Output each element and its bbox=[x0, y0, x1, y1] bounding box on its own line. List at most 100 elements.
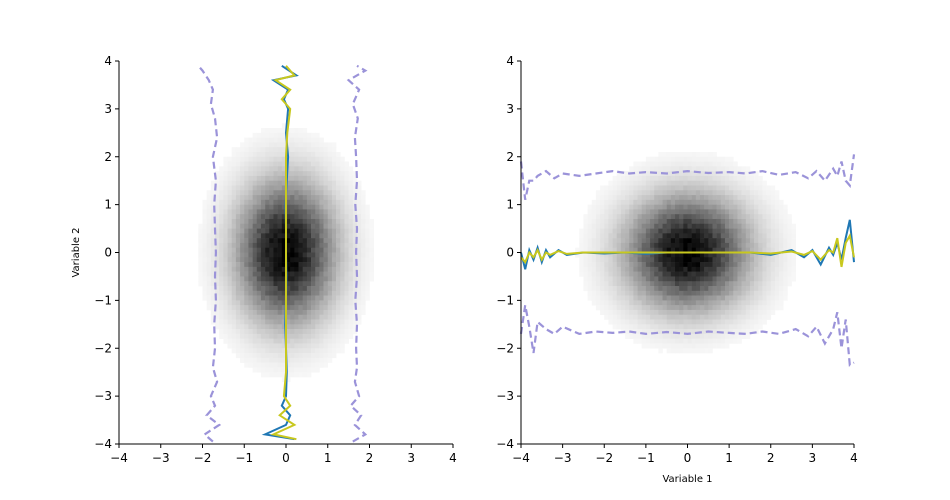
density-cell bbox=[331, 166, 337, 172]
density-cell bbox=[223, 180, 228, 186]
density-cell bbox=[720, 295, 726, 301]
density-cell bbox=[595, 242, 601, 249]
density-cell bbox=[256, 247, 262, 253]
density-cell bbox=[344, 329, 349, 335]
density-cell bbox=[235, 180, 241, 186]
density-cell bbox=[708, 233, 713, 239]
density-cell bbox=[215, 199, 220, 205]
density-cell bbox=[252, 199, 258, 205]
density-cell bbox=[779, 286, 784, 292]
density-cell bbox=[331, 295, 337, 301]
density-cell bbox=[724, 190, 730, 196]
density-cell bbox=[240, 295, 245, 301]
density-cell bbox=[766, 242, 772, 249]
density-cell bbox=[687, 242, 692, 249]
density-cell bbox=[779, 252, 784, 258]
density-cell bbox=[269, 137, 274, 143]
density-cell bbox=[273, 223, 278, 229]
density-cell bbox=[311, 329, 316, 335]
density-cell bbox=[277, 314, 283, 320]
density-cell bbox=[336, 214, 341, 220]
density-cell bbox=[708, 281, 713, 287]
density-cell bbox=[319, 290, 324, 296]
density-cell bbox=[298, 367, 303, 373]
density-cell bbox=[248, 281, 253, 287]
density-cell bbox=[231, 151, 237, 158]
density-cell bbox=[625, 286, 630, 292]
density-cell bbox=[683, 185, 688, 191]
density-cell bbox=[591, 204, 597, 210]
density-cell bbox=[290, 286, 295, 292]
density-cell bbox=[579, 233, 584, 239]
density-cell bbox=[608, 233, 613, 239]
density-cell bbox=[290, 319, 295, 325]
density-cell bbox=[269, 175, 274, 181]
density-cell bbox=[361, 228, 366, 234]
density-cell bbox=[595, 281, 601, 287]
density-cell bbox=[315, 166, 320, 172]
density-cell bbox=[331, 142, 337, 148]
density-cell bbox=[662, 242, 667, 249]
density-cell bbox=[327, 156, 333, 162]
density-cell bbox=[348, 199, 354, 205]
density-cell bbox=[273, 214, 278, 220]
density-cell bbox=[625, 305, 630, 311]
density-cell bbox=[774, 276, 780, 282]
density-cell bbox=[244, 333, 249, 339]
density-cell bbox=[240, 353, 245, 359]
density-cell bbox=[269, 228, 274, 234]
density-cell bbox=[708, 319, 713, 325]
density-cell bbox=[273, 348, 278, 354]
density-cell bbox=[219, 314, 224, 320]
density-cell bbox=[336, 338, 341, 344]
density-cell bbox=[608, 199, 613, 205]
density-cell bbox=[327, 142, 333, 148]
density-cell bbox=[235, 266, 241, 272]
density-cell bbox=[281, 348, 287, 354]
density-cell bbox=[302, 257, 308, 263]
density-cell bbox=[319, 228, 324, 234]
density-cell bbox=[344, 223, 349, 229]
density-cell bbox=[219, 286, 224, 292]
density-cell bbox=[286, 190, 291, 196]
density-cell bbox=[273, 128, 278, 134]
density-cell bbox=[365, 238, 370, 244]
density-cell bbox=[662, 271, 667, 277]
density-cell bbox=[323, 309, 329, 316]
density-cell bbox=[650, 218, 655, 225]
density-cell bbox=[758, 319, 763, 325]
density-cell bbox=[302, 128, 308, 134]
density-cell bbox=[587, 257, 593, 263]
density-cell bbox=[633, 195, 638, 201]
density-cell bbox=[256, 290, 262, 296]
density-cell bbox=[252, 281, 258, 287]
density-cell bbox=[323, 166, 329, 172]
density-cell bbox=[616, 266, 622, 272]
density-cell bbox=[306, 357, 312, 363]
density-cell bbox=[712, 276, 717, 282]
density-cell bbox=[704, 247, 709, 253]
density-cell bbox=[608, 218, 613, 225]
density-cell bbox=[658, 190, 663, 196]
density-cell bbox=[265, 180, 270, 186]
density-cell bbox=[629, 209, 634, 215]
density-cell bbox=[315, 286, 320, 292]
density-cell bbox=[365, 262, 370, 268]
density-cell bbox=[608, 214, 613, 220]
density-cell bbox=[298, 300, 303, 306]
density-cell bbox=[244, 276, 249, 282]
density-cell bbox=[666, 333, 672, 339]
density-cell bbox=[223, 228, 228, 234]
density-cell bbox=[616, 271, 622, 277]
density-cell bbox=[256, 262, 262, 268]
density-cell bbox=[637, 281, 643, 287]
density-cell bbox=[708, 262, 713, 268]
density-cell bbox=[612, 175, 618, 181]
density-cell bbox=[331, 228, 337, 234]
density-cell bbox=[265, 195, 270, 201]
density-cell bbox=[215, 223, 220, 229]
density-cell bbox=[323, 300, 329, 306]
density-cell bbox=[290, 142, 295, 148]
density-cell bbox=[724, 233, 730, 239]
density-cell bbox=[720, 161, 726, 167]
